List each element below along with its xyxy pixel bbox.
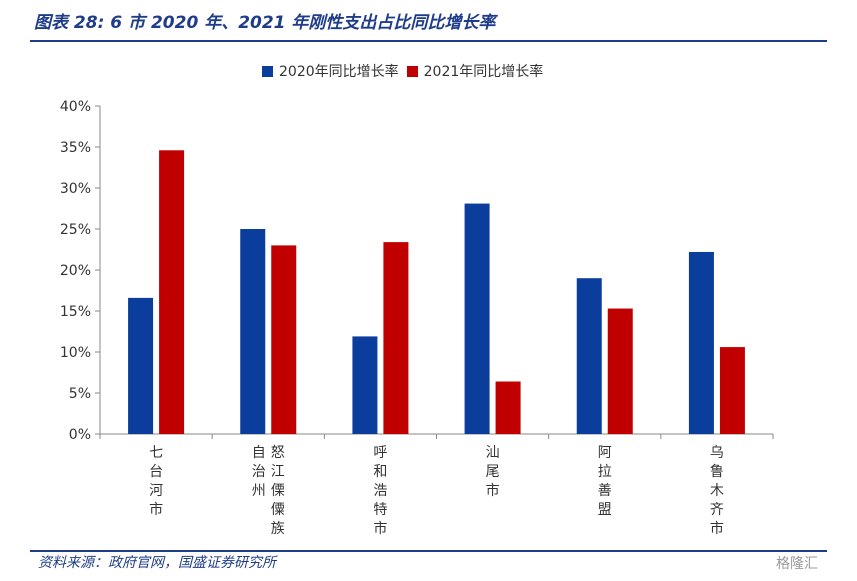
bar-2021-1	[271, 245, 297, 434]
bar-2021-3	[495, 381, 521, 434]
category-label: 自治州	[252, 445, 266, 499]
legend-swatch-2021	[406, 65, 418, 77]
watermark-logo: 格隆汇	[776, 556, 818, 572]
category-label: 乌鲁木齐市	[710, 445, 724, 537]
legend-item-2021: 2021年同比增长率	[406, 61, 544, 81]
bar-2020-1	[240, 229, 266, 434]
y-tick-label: 40%	[60, 99, 91, 115]
category-label: 阿拉善盟	[598, 445, 612, 518]
legend-label-2021: 2021年同比增长率	[423, 64, 544, 80]
y-tick-label: 5%	[69, 386, 91, 402]
source-note: 资料来源：政府官网，国盛证券研究所	[38, 555, 276, 571]
category-label: 七台河市	[149, 445, 163, 518]
bar-2021-5	[719, 347, 745, 434]
chart-title: 图表 28: 6 市 2020 年、2021 年刚性支出占比同比增长率	[34, 13, 496, 33]
bar-2021-0	[159, 150, 185, 434]
legend-item-2020: 2020年同比增长率	[262, 61, 399, 81]
bar-2021-2	[383, 242, 409, 434]
bar-2020-5	[688, 251, 714, 434]
y-tick-label: 0%	[69, 427, 91, 443]
legend-swatch-2020	[262, 65, 273, 77]
bar-2021-4	[607, 308, 633, 434]
y-tick-label: 30%	[60, 181, 91, 197]
bar-2020-2	[352, 336, 378, 434]
bar-2020-4	[576, 278, 602, 434]
footer-divider	[30, 550, 827, 552]
y-tick-label: 10%	[60, 345, 91, 361]
y-tick-label: 15%	[60, 304, 91, 320]
y-tick-label: 20%	[60, 263, 91, 279]
legend-label-2020: 2020年同比增长率	[279, 64, 399, 80]
bar-2020-3	[464, 203, 490, 434]
y-tick-label: 35%	[60, 140, 91, 156]
bar-2020-0	[128, 297, 154, 434]
title-divider	[30, 40, 827, 42]
category-label: 怒江傈僳族	[271, 445, 285, 537]
legend: 2020年同比增长率 2021年同比增长率	[262, 61, 543, 81]
category-label: 呼和浩特市	[373, 445, 387, 537]
y-tick-label: 25%	[60, 222, 91, 238]
category-label: 汕尾市	[486, 445, 500, 499]
